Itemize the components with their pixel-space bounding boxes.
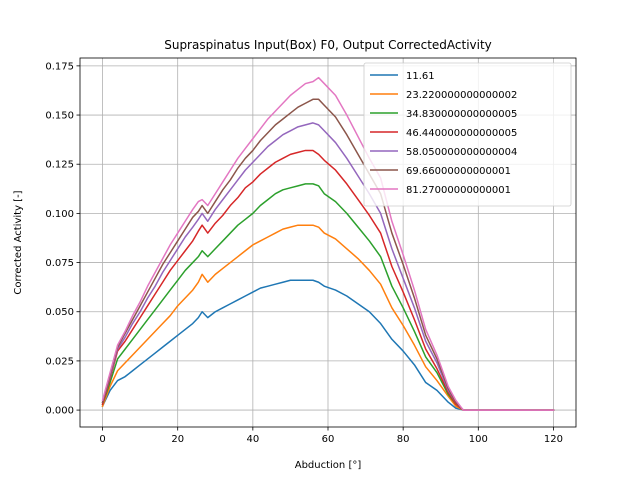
chart-title: Supraspinatus Input(Box) F0, Output Corr… — [164, 38, 492, 52]
series-line — [101, 122, 555, 411]
legend-label: 34.830000000000005 — [406, 109, 517, 120]
legend-label: 69.66000000000001 — [406, 166, 511, 177]
legend-box — [363, 62, 572, 207]
x-axis-title: Abduction [°] — [295, 460, 362, 471]
legend-label: 11.61 — [406, 71, 435, 82]
x-axis: 0 20 40 60 80 100 120 — [99, 427, 563, 445]
x-tick-label: 40 — [246, 434, 259, 445]
series-line — [101, 279, 555, 411]
x-tick-label: 0 — [99, 434, 105, 445]
y-tick-label: 0.150 — [45, 111, 74, 122]
series-lines — [101, 76, 555, 411]
legend-label: 46.440000000000005 — [406, 128, 517, 139]
series-line — [101, 149, 555, 411]
y-tick-label: 0.025 — [45, 356, 74, 367]
series-line — [101, 224, 555, 411]
y-tick-label: 0.125 — [45, 160, 74, 171]
series-line — [101, 183, 555, 411]
y-axis-title: Corrected Activity [-] — [13, 190, 24, 294]
y-axis: 0.000 0.025 0.050 0.075 0.100 0.125 0.150 0.175 — [45, 61, 80, 417]
legend-label: 81.27000000000001 — [406, 185, 511, 196]
legend-label: 23.220000000000002 — [406, 90, 517, 101]
y-tick-label: 0.100 — [45, 209, 74, 220]
y-tick-label: 0.075 — [45, 258, 74, 269]
y-tick-label: 0.000 — [45, 406, 74, 417]
x-tick-label: 120 — [544, 434, 563, 445]
series-line — [101, 76, 555, 411]
x-tick-label: 80 — [397, 434, 410, 445]
x-tick-label: 100 — [469, 434, 488, 445]
y-tick-label: 0.050 — [45, 307, 74, 318]
legend-label: 58.050000000000004 — [406, 147, 517, 158]
x-tick-label: 60 — [322, 434, 335, 445]
series-line — [101, 98, 555, 411]
x-tick-label: 20 — [171, 434, 184, 445]
y-tick-label: 0.175 — [45, 61, 74, 72]
legend: 11.61 23.220000000000002 34.83000000000000… — [363, 62, 572, 207]
